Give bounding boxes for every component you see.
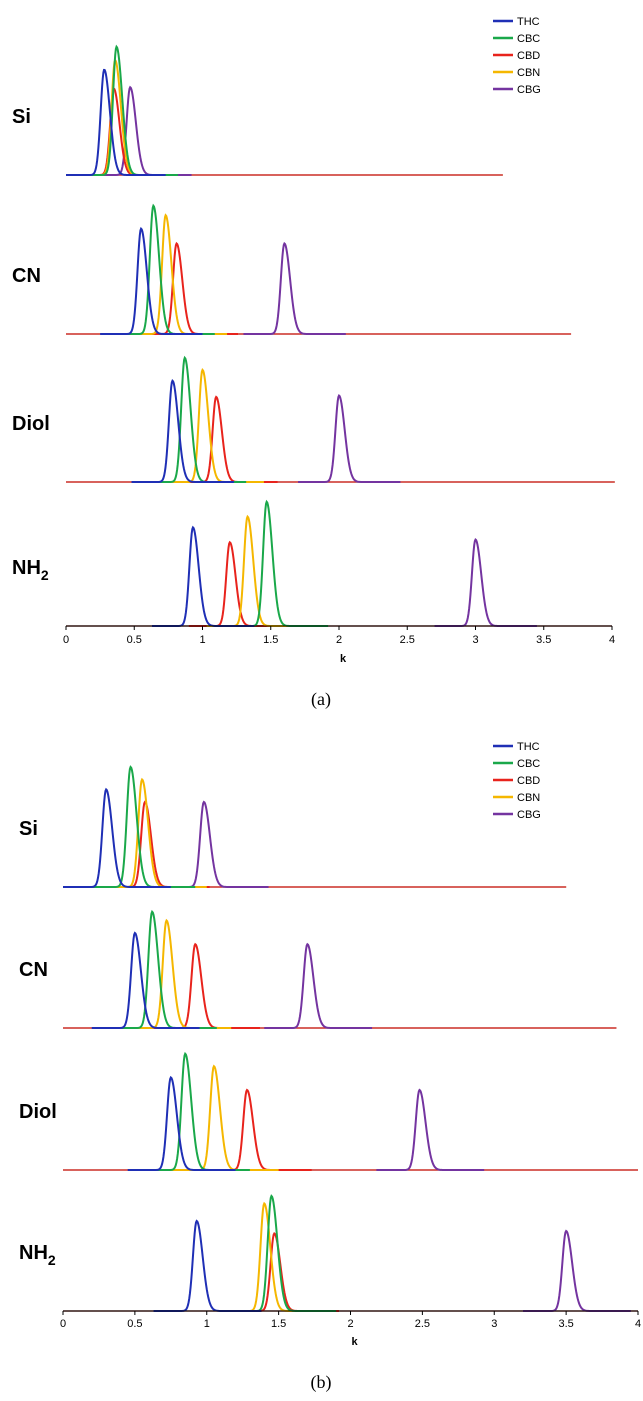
phase-row-nh: NH2 <box>12 499 612 627</box>
x-axis-title: k <box>340 653 347 665</box>
phase-row-cn: CN <box>12 203 572 335</box>
legend-label-cbn: CBN <box>517 792 540 804</box>
peak-thc <box>152 525 255 627</box>
legend-label-cbc: CBC <box>517 33 540 45</box>
x-tick-label: 0 <box>63 634 69 646</box>
legend-label-cbg: CBG <box>517 809 541 821</box>
row-label-text: Diol <box>19 1101 57 1123</box>
x-axis: 0 0.5 1 1.5 2 2.5 3 3.5 4 k <box>63 625 615 665</box>
x-tick-label: 3 <box>472 634 478 646</box>
row-label-text: CN <box>12 265 41 287</box>
peak-cbg <box>376 1088 485 1171</box>
row-label-text: NH <box>19 1242 48 1264</box>
row-label-diol: Diol <box>19 1101 57 1123</box>
legend-label-cbc: CBC <box>517 758 540 770</box>
peak-cbn <box>161 368 264 483</box>
peak-cbg <box>89 85 192 176</box>
row-label-subscript: 2 <box>48 1252 56 1268</box>
phase-row-diol: Diol <box>12 355 615 483</box>
peak-cbg <box>243 241 346 335</box>
legend-label-thc: THC <box>517 16 540 28</box>
phase-row-cn: CN <box>19 909 617 1029</box>
peak-cbc <box>87 765 196 888</box>
x-tick-label: 4 <box>609 634 615 646</box>
peak-thc <box>100 226 203 335</box>
peak-cbg <box>264 942 373 1029</box>
legend-label-cbn: CBN <box>517 67 540 79</box>
row-label-nh: NH2 <box>19 1242 56 1268</box>
phase-row-si: Si <box>19 765 567 888</box>
row-label-si: Si <box>19 818 38 840</box>
row-label-si: Si <box>12 106 31 128</box>
peak-cbc <box>142 1051 250 1171</box>
x-tick-label: 0 <box>60 1318 66 1330</box>
peak-cbn <box>170 1064 279 1171</box>
peak-cbg <box>523 1229 631 1312</box>
x-tick-label: 2.5 <box>415 1318 430 1330</box>
peak-cbg <box>160 800 269 888</box>
x-tick-label: 0.5 <box>127 1318 142 1330</box>
row-label-cn: CN <box>12 265 41 287</box>
phase-row-si: Si <box>12 44 503 176</box>
x-tick-label: 1 <box>204 1318 210 1330</box>
x-tick-label: 2 <box>336 634 342 646</box>
x-tick-label: 0.5 <box>127 634 142 646</box>
peak-thc <box>91 931 200 1029</box>
row-label-text: CN <box>19 959 48 981</box>
legend: THC CBC CBD CBN CBG <box>493 741 541 821</box>
row-label-nh: NH2 <box>12 557 49 583</box>
peak-cbg <box>434 537 537 627</box>
peak-cbc <box>228 1194 337 1312</box>
row-label-subscript: 2 <box>41 567 49 583</box>
x-tick-label: 1 <box>199 634 205 646</box>
panel-caption: (a) <box>311 689 331 710</box>
peak-cbc <box>143 355 247 483</box>
peak-cbd <box>135 241 238 335</box>
peak-cbn <box>123 918 232 1029</box>
panel-caption: (b) <box>311 1372 332 1393</box>
x-tick-label: 4 <box>635 1318 641 1330</box>
row-label-text: Si <box>12 106 31 128</box>
legend-label-cbg: CBG <box>517 84 541 96</box>
legend-label-thc: THC <box>517 741 540 753</box>
row-label-text: NH <box>12 557 41 579</box>
row-label-text: Si <box>19 818 38 840</box>
x-tick-label: 1.5 <box>263 634 278 646</box>
peak-thc <box>153 1219 262 1312</box>
x-tick-label: 2 <box>347 1318 353 1330</box>
peak-cbn <box>206 514 309 627</box>
x-tick-label: 3.5 <box>536 634 551 646</box>
peak-thc <box>63 787 171 888</box>
x-tick-label: 1.5 <box>271 1318 286 1330</box>
peak-cbg <box>298 393 401 483</box>
legend-label-cbd: CBD <box>517 775 540 787</box>
peak-cbd <box>152 942 260 1029</box>
peak-cbn <box>74 58 177 176</box>
phase-row-nh: NH2 <box>19 1194 638 1312</box>
x-axis-title: k <box>351 1336 358 1348</box>
phase-row-diol: Diol <box>19 1051 638 1171</box>
row-label-cn: CN <box>19 959 48 981</box>
peak-thc <box>66 68 166 176</box>
x-tick-label: 2.5 <box>400 634 415 646</box>
x-tick-label: 3.5 <box>558 1318 573 1330</box>
peak-thc <box>127 1075 236 1171</box>
peak-cbn <box>98 777 207 888</box>
peak-thc <box>131 378 234 483</box>
row-label-text: Diol <box>12 413 50 435</box>
legend: THC CBC CBD CBN CBG <box>493 16 541 96</box>
legend-label-cbd: CBD <box>517 50 540 62</box>
x-axis: 0 0.5 1 1.5 2 2.5 3 3.5 4 k <box>60 1310 641 1348</box>
row-label-diol: Diol <box>12 413 50 435</box>
x-tick-label: 3 <box>491 1318 497 1330</box>
